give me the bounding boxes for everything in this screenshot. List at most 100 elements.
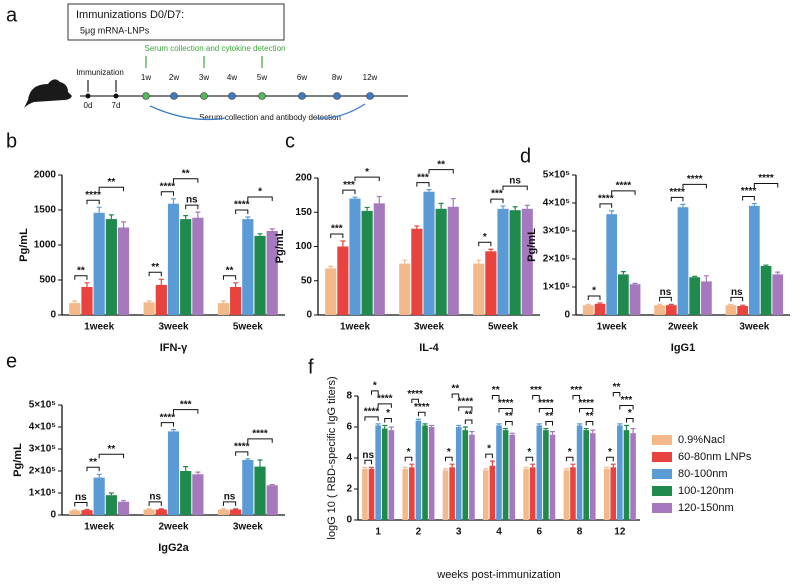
y-tick-label: 0 (50, 510, 56, 521)
significance-bracket (354, 176, 380, 182)
significance-bracket (659, 296, 672, 302)
error-bar (524, 204, 530, 209)
error-bar (402, 259, 408, 264)
significance-label: **** (407, 389, 423, 400)
error-bar (84, 508, 90, 511)
bar (589, 433, 596, 520)
legend-label: 120-150nm (678, 502, 734, 514)
error-bar (388, 426, 394, 431)
error-bar (692, 275, 698, 278)
error-bar (577, 423, 583, 426)
error-bar (257, 233, 263, 236)
error-bar (409, 463, 415, 468)
error-bar (426, 189, 432, 192)
bar (242, 219, 254, 315)
y-tick-label: 4×10⁵ (543, 198, 571, 209)
error-bar (146, 508, 152, 510)
x-tick-label: 2week (668, 322, 698, 333)
significance-bracket (585, 421, 594, 426)
significance-label: * (592, 286, 596, 297)
bar (180, 219, 192, 315)
significance-label: * (386, 408, 390, 419)
y-tick-label: 0 (564, 310, 570, 321)
significance-label: **** (234, 200, 250, 211)
bar (748, 205, 760, 315)
error-bar (84, 282, 90, 287)
bar (375, 425, 381, 520)
significance-label: **** (616, 180, 632, 191)
significance-bracket (86, 199, 100, 205)
bar (497, 208, 509, 315)
error-bar (549, 431, 555, 435)
error-bar (530, 463, 536, 468)
significance-label: * (447, 447, 451, 458)
error-bar (438, 202, 444, 209)
significance-bracket (98, 186, 125, 192)
legend-swatch (652, 486, 672, 496)
bar (473, 263, 485, 315)
significance-label: * (483, 232, 487, 243)
significance-label: *** (417, 172, 429, 183)
error-bar (382, 424, 388, 429)
x-tick-label: 3week (414, 322, 444, 333)
error-bar (563, 468, 569, 471)
significance-label: ** (77, 265, 85, 276)
timepoint-dot (170, 92, 178, 100)
error-bar (414, 225, 420, 229)
error-bar (364, 206, 370, 211)
x-axis-label: IFN-γ (160, 342, 188, 354)
error-bar (233, 282, 239, 287)
y-tick-label: 500 (39, 275, 56, 286)
significance-bracket (160, 191, 174, 196)
bar (105, 219, 117, 315)
y-tick-label: 150 (295, 207, 312, 218)
bar (447, 206, 459, 315)
legend-swatch (652, 503, 672, 513)
significance-label: **** (538, 398, 554, 409)
significance-bracket (538, 408, 553, 413)
error-bar (233, 508, 239, 510)
timepoint-label: 7d (112, 101, 121, 110)
significance-label: ns (224, 491, 236, 502)
error-bar (376, 195, 382, 204)
x-tick-label: 3week (233, 522, 263, 533)
significance-label: ** (226, 265, 234, 276)
error-bar (402, 466, 408, 469)
error-bar (450, 197, 456, 207)
error-bar (96, 206, 102, 213)
significance-bracket (458, 406, 473, 411)
significance-bracket (505, 421, 513, 426)
timepoint-dot (298, 92, 306, 100)
mouse-icon (24, 79, 72, 108)
error-bar (488, 248, 494, 252)
legend-swatch (652, 452, 672, 462)
timepoint-dot (85, 93, 91, 99)
x-axis-label: IL-4 (419, 342, 439, 354)
error-bar (632, 282, 638, 285)
significance-bracket (222, 501, 237, 506)
bar (610, 467, 617, 520)
error-bar (72, 300, 78, 304)
bar (576, 425, 583, 520)
bar (192, 217, 204, 315)
significance-bracket (572, 395, 581, 400)
bar (594, 303, 606, 315)
y-tick-label: 100 (295, 241, 312, 252)
significance-label: ** (107, 444, 115, 455)
error-bar (369, 466, 375, 469)
significance-bracket (579, 408, 594, 413)
significance-bracket (498, 408, 513, 413)
y-tick-label: 6 (346, 422, 352, 433)
error-bar (657, 303, 663, 306)
significance-bracket (742, 196, 755, 201)
error-bar (257, 459, 263, 467)
significance-bracket (74, 275, 88, 280)
legend-label: 0.9%Nacl (678, 434, 725, 446)
significance-bracket (606, 456, 614, 462)
y-tick-label: 200 (295, 173, 312, 184)
timepoint-label: 12w (363, 73, 378, 82)
error-bar (171, 198, 176, 204)
bar (570, 467, 576, 520)
bar (399, 263, 411, 315)
